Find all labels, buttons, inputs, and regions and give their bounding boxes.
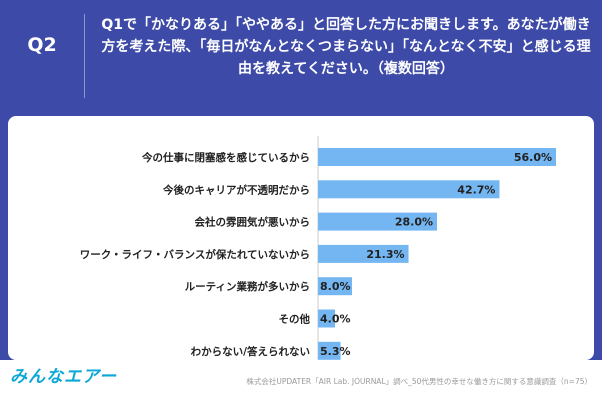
bar-1 <box>318 180 500 199</box>
bar-0 <box>318 148 556 166</box>
bar-2 <box>318 212 437 231</box>
value-label-0: 56.0% <box>514 151 552 164</box>
bar-6 <box>318 341 341 360</box>
category-label-4: ルーティン業務が多いから <box>185 280 310 293</box>
category-label-2: 会社の雰囲気が悪いから <box>195 216 311 229</box>
category-label-3: ワーク・ライフ・バランスが保たれていないから <box>80 248 310 261</box>
category-label-1: 今後のキャリアが不透明だから <box>162 183 310 196</box>
value-label-6: 5.3% <box>320 345 351 358</box>
footer: みんなエアー 株式会社UPDATER「AIR Lab. JOURNAL」調べ_5… <box>0 360 602 401</box>
brand-logo: みんなエアー <box>10 367 117 387</box>
question-number: Q2 <box>27 34 57 56</box>
value-label-4: 8.0% <box>320 280 351 293</box>
value-label-1: 42.7% <box>457 183 495 196</box>
category-label-5: その他 <box>279 313 311 326</box>
value-label-3: 21.3% <box>366 248 404 261</box>
question-text: Q1で「かなりある」「ややある」と回答した方にお聞きします。あなたが働き方を考え… <box>101 17 591 77</box>
source-note: 株式会社UPDATER「AIR Lab. JOURNAL」調べ_50代男性の幸せ… <box>246 377 592 386</box>
bar-chart: 今の仕事に閉塞感を感じているから 56.0% 今後のキャリアが不透明だから 42.7%… <box>80 136 556 360</box>
value-label-2: 28.0% <box>395 216 433 229</box>
bar-3 <box>318 244 409 263</box>
value-label-5: 4.0% <box>320 313 351 326</box>
category-label-0: 今の仕事に閉塞感を感じているから <box>141 151 310 164</box>
bar-4 <box>318 277 352 296</box>
header-band: Q2 Q1で「かなりある」「ややある」と回答した方にお聞きします。あなたが働き方… <box>0 0 602 110</box>
category-label-6: わからない/答えられない <box>191 345 310 358</box>
header-divider <box>84 14 85 98</box>
bar-5 <box>318 309 335 328</box>
chart-panel: 今の仕事に閉塞感を感じているから 56.0% 今後のキャリアが不透明だから 42.7%… <box>8 116 594 360</box>
